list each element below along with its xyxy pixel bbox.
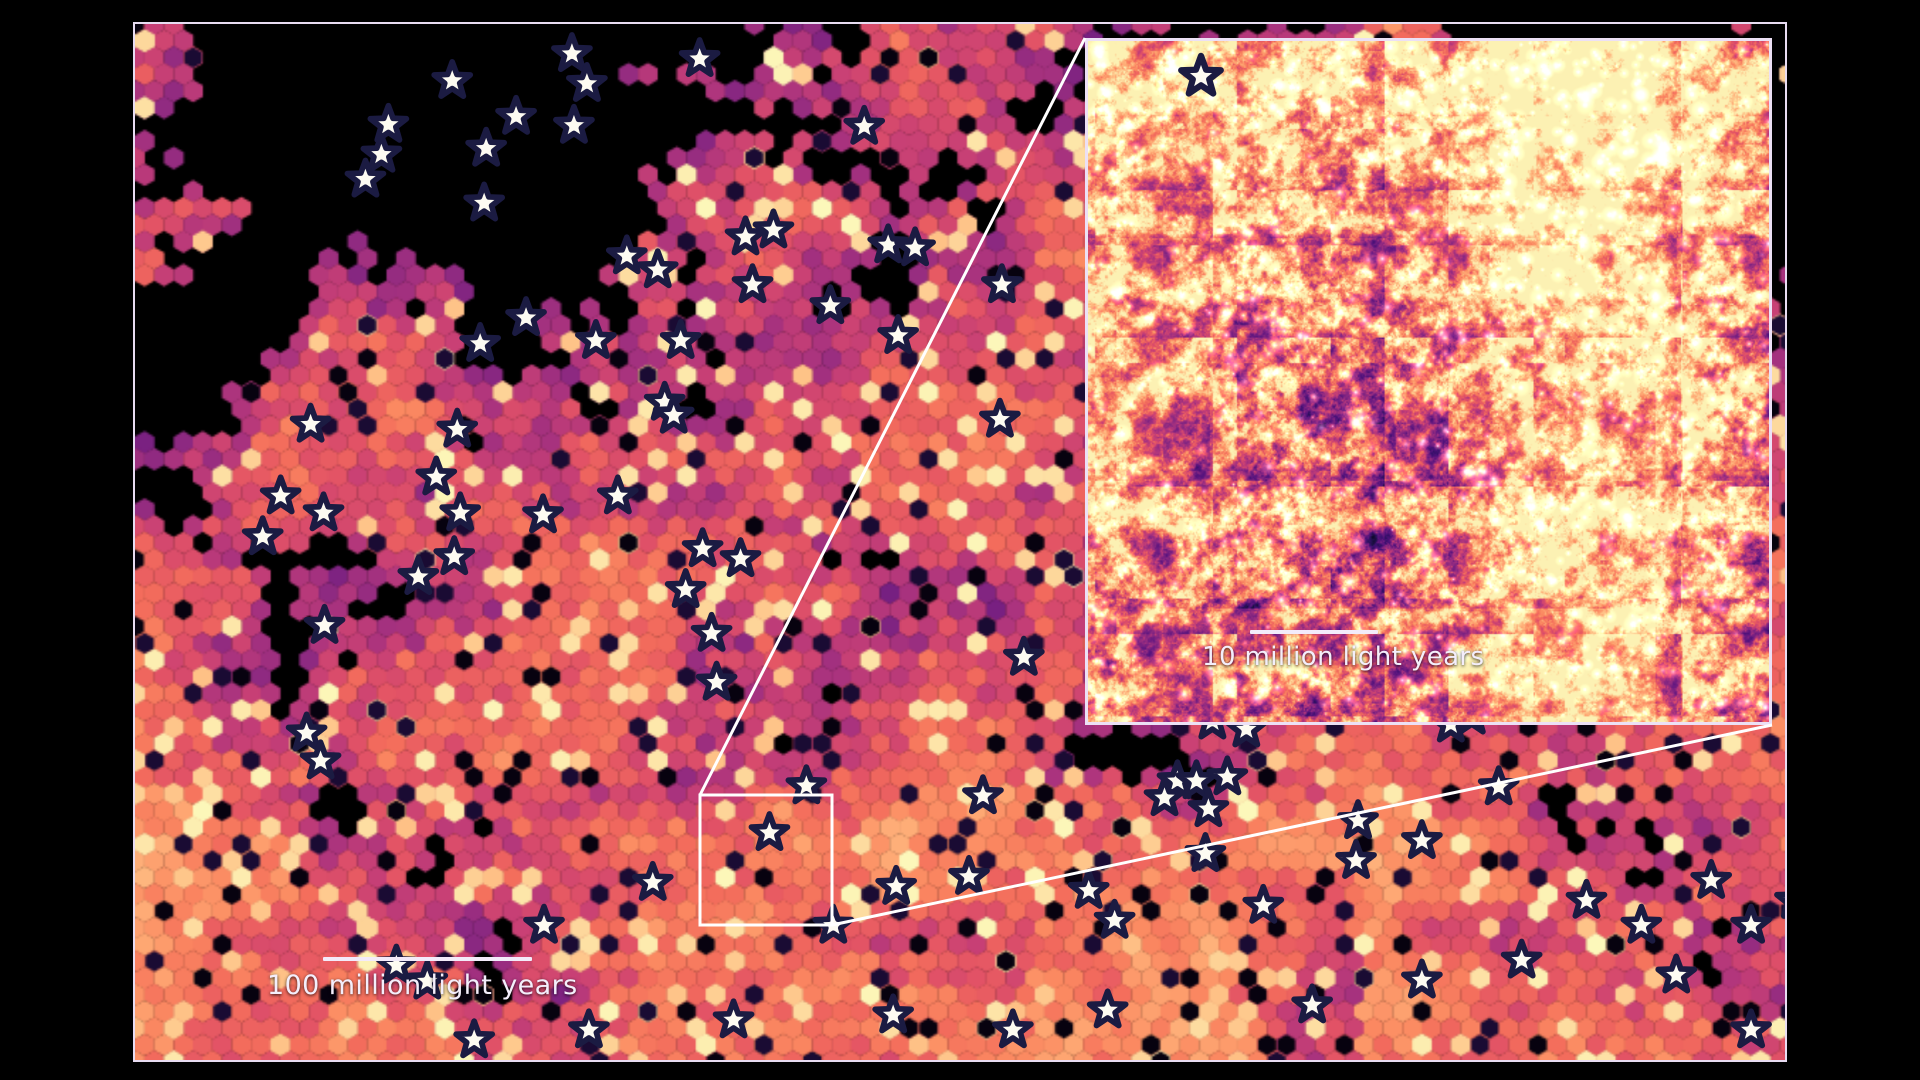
star-marker (712, 998, 755, 1039)
star-marker (463, 181, 506, 222)
star-marker (1774, 891, 1785, 919)
star-marker (812, 903, 855, 944)
star-marker (605, 234, 648, 275)
star-marker (553, 103, 595, 144)
inset-scalebar: 10 million light years (1202, 630, 1484, 672)
star-marker (1730, 1008, 1772, 1049)
star-marker (1401, 819, 1443, 859)
star-marker (344, 157, 387, 198)
inset-scalebar-label: 10 million light years (1202, 642, 1485, 672)
star-marker (719, 537, 762, 578)
star-marker (439, 491, 482, 532)
star-marker (575, 319, 617, 359)
star-marker (872, 993, 915, 1034)
star-marker (431, 59, 474, 99)
star-marker (551, 32, 593, 73)
star-marker (1401, 958, 1443, 999)
star-marker (436, 407, 479, 448)
star-marker (1242, 883, 1285, 924)
star-marker (1620, 903, 1663, 944)
star-marker (522, 493, 564, 534)
star-marker (495, 94, 537, 135)
star-marker (979, 397, 1021, 438)
star-marker (1178, 52, 1224, 97)
main-scalebar: 100 million light years (267, 957, 578, 1001)
inset-scalebar-rule (1250, 630, 1378, 634)
star-marker (566, 62, 608, 102)
star-marker (731, 263, 774, 304)
star-marker (1337, 799, 1379, 840)
star-marker (1690, 858, 1733, 899)
star-marker (1206, 755, 1249, 796)
star-marker (397, 555, 440, 596)
main-scalebar-rule (323, 957, 532, 961)
star-marker (360, 132, 403, 173)
star-marker (367, 102, 410, 143)
star-marker (1477, 765, 1520, 806)
star-marker (596, 474, 639, 515)
star-marker (1730, 903, 1772, 944)
star-marker (659, 319, 702, 359)
star-marker (285, 711, 328, 752)
cosmic-web-inset[interactable] (1085, 38, 1772, 725)
star-marker (1335, 839, 1377, 879)
star-marker (948, 854, 990, 895)
star-marker (1500, 938, 1543, 979)
star-marker (303, 603, 346, 644)
star-marker (636, 248, 679, 289)
star-marker (259, 474, 302, 515)
star-marker (241, 515, 284, 556)
star-marker (568, 1008, 610, 1049)
star-marker (1187, 787, 1230, 828)
star-marker (631, 860, 674, 901)
star-marker (877, 314, 920, 354)
star-marker (302, 491, 345, 532)
star-marker (1291, 983, 1334, 1024)
star-marker (299, 739, 342, 780)
star-marker (843, 104, 886, 145)
star-marker (415, 455, 458, 496)
inset-star-markers (1178, 52, 1224, 97)
main-scalebar-label: 100 million light years (267, 970, 578, 1001)
star-marker (748, 811, 791, 852)
star-marker (809, 284, 852, 325)
star-marker (690, 611, 733, 652)
star-marker (1067, 868, 1110, 909)
star-marker (1002, 635, 1045, 676)
star-marker (752, 208, 795, 249)
star-marker (1655, 953, 1698, 994)
star-marker (289, 402, 332, 443)
star-marker (962, 774, 1004, 815)
star-marker (875, 864, 918, 905)
star-marker (678, 37, 721, 78)
star-marker (981, 263, 1023, 304)
star-marker (1184, 832, 1227, 872)
star-marker (992, 1008, 1034, 1049)
star-marker (406, 959, 449, 1000)
star-marker (664, 568, 707, 608)
star-marker (681, 527, 724, 568)
star-marker (505, 296, 547, 337)
star-marker (465, 126, 508, 167)
star-marker (459, 321, 502, 362)
star-marker (695, 660, 738, 701)
star-marker (453, 1018, 496, 1059)
star-marker (433, 535, 476, 576)
star-marker (523, 903, 565, 944)
star-marker (652, 393, 695, 434)
star-marker (1565, 878, 1608, 919)
filament-density-canvas (1088, 41, 1769, 722)
star-marker (894, 226, 936, 267)
star-marker (1086, 988, 1129, 1029)
star-marker (785, 764, 828, 805)
